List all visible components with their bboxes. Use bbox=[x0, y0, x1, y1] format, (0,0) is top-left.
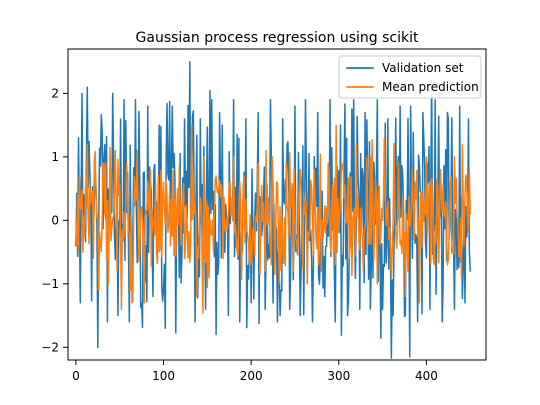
mean-prediction-line bbox=[75, 124, 471, 314]
x-tick-label: 400 bbox=[415, 369, 438, 383]
x-tick-label: 100 bbox=[152, 369, 175, 383]
y-tick-label: 1 bbox=[51, 150, 59, 164]
chart-title: Gaussian process regression using scikit bbox=[136, 30, 419, 46]
y-tick-label: 0 bbox=[51, 213, 59, 227]
x-tick-label: 300 bbox=[327, 369, 350, 383]
legend-label-mean-prediction: Mean prediction bbox=[382, 80, 479, 94]
y-tick-label: 2 bbox=[51, 86, 59, 100]
y-tick-label: −2 bbox=[41, 340, 59, 354]
legend-label-validation-set: Validation set bbox=[382, 61, 464, 75]
legend: Validation set Mean prediction bbox=[338, 55, 482, 99]
y-tick-label: −1 bbox=[41, 277, 59, 291]
x-tick-label: 200 bbox=[240, 369, 263, 383]
x-tick-label: 0 bbox=[72, 369, 80, 383]
series-layer bbox=[75, 60, 471, 359]
axes-layer: 0 100 200 300 400 −2 −1 0 1 2 bbox=[41, 48, 487, 383]
legend-box bbox=[338, 55, 482, 99]
validation-set-line bbox=[75, 60, 471, 359]
plot-frame bbox=[67, 48, 487, 361]
